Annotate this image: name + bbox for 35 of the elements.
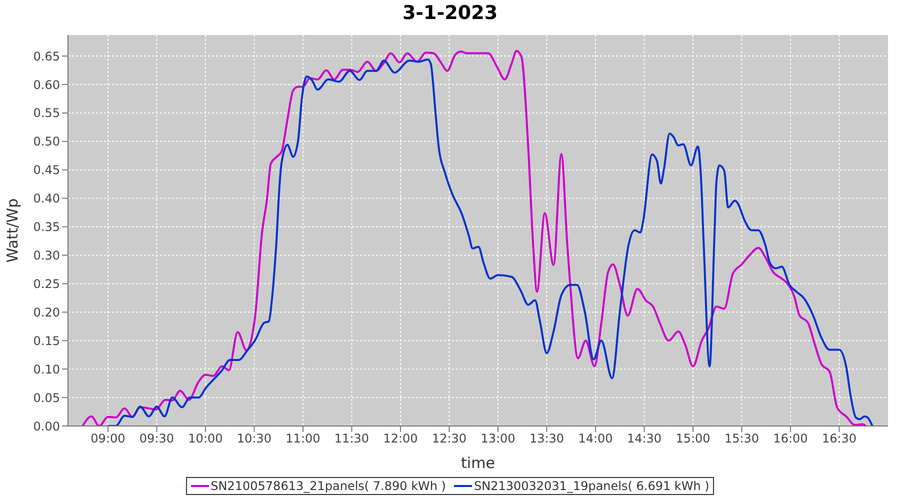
x-tick-label: 11:30 [334, 432, 370, 446]
y-tick-label: 0.30 [33, 248, 60, 263]
x-tick-label: 14:00 [578, 432, 613, 446]
y-tick-label: 0.60 [33, 78, 60, 92]
y-tick-label: 0.55 [33, 106, 60, 120]
x-tick-label: 11:00 [286, 432, 320, 446]
y-tick-label: 0.50 [33, 134, 60, 149]
y-tick-label: 0.05 [33, 390, 60, 405]
x-tick-label: 16:30 [822, 432, 857, 446]
y-tick-label: 0.10 [33, 362, 60, 376]
x-tick-label: 13:30 [529, 432, 564, 446]
chart-title: 3-1-2023 [401, 2, 499, 24]
x-tick-label: 09:30 [139, 432, 174, 446]
y-tick-label: 0.20 [33, 305, 60, 320]
x-tick-label: 10:00 [188, 432, 223, 446]
x-tick-label: 15:30 [724, 432, 760, 446]
x-axis-title: time [461, 454, 495, 472]
y-tick-label: 0.25 [33, 276, 60, 291]
legend-label: SN2130032031_19panels( 6.691 kWh ) [474, 479, 710, 493]
y-axis-title: Watt/Wp [3, 198, 22, 263]
x-tick-label: 15:00 [676, 432, 710, 446]
y-tick-label: 0.00 [33, 419, 60, 434]
x-tick-label: 12:30 [432, 432, 467, 446]
y-tick-label: 0.35 [33, 220, 60, 234]
y-tick-label: 0.65 [33, 49, 60, 64]
x-tick-label: 12:00 [383, 432, 418, 446]
legend-label: SN2100578613_21panels( 7.890 kWh ) [210, 479, 446, 493]
x-tick-label: 10:30 [236, 432, 272, 446]
x-tick-label: 09:00 [90, 432, 126, 446]
x-tick-label: 16:00 [773, 432, 808, 446]
x-tick-label: 13:00 [480, 432, 516, 446]
y-tick-label: 0.45 [33, 163, 60, 178]
x-tick-label: 14:30 [626, 432, 662, 446]
y-tick-label: 0.15 [33, 334, 60, 348]
y-tick-label: 0.40 [33, 192, 60, 206]
